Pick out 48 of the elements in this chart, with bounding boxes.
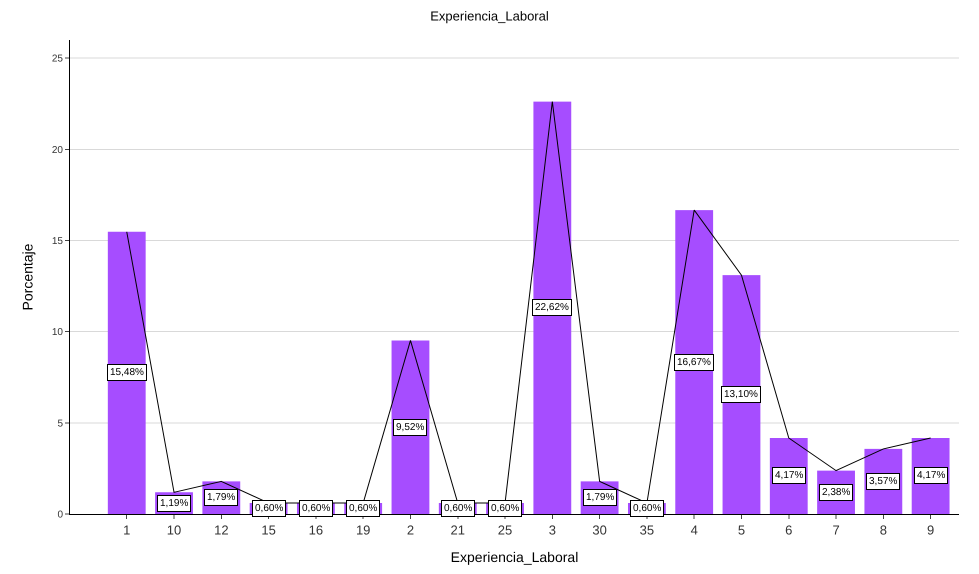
- bar: [533, 102, 572, 514]
- x-tick-label: 6: [785, 522, 792, 538]
- y-axis-title: Porcentaje: [19, 243, 36, 310]
- x-axis-title: Experiencia_Laboral: [450, 548, 578, 565]
- x-tick-label: 2: [406, 522, 414, 538]
- bar: [722, 275, 760, 514]
- x-tick-label: 9: [927, 522, 934, 538]
- x-tick-label: 35: [640, 522, 654, 538]
- data-label: 2,38%: [822, 487, 850, 498]
- data-label: 1,79%: [207, 492, 236, 503]
- data-label: 3,57%: [869, 476, 898, 487]
- data-label: 1,19%: [160, 498, 188, 509]
- data-label: 0,60%: [255, 503, 284, 514]
- x-tick-label: 8: [880, 522, 887, 538]
- chart-title: Experiencia_Laboral: [430, 8, 549, 24]
- x-tick-label: 30: [592, 522, 607, 538]
- x-tick-label: 25: [498, 522, 512, 538]
- data-label: 15,48%: [110, 367, 144, 378]
- x-tick-label: 7: [832, 522, 840, 538]
- x-tick-label: 16: [308, 522, 324, 538]
- bar: [108, 232, 146, 514]
- data-label: 1,79%: [586, 492, 614, 503]
- y-tick-label: 25: [52, 54, 64, 65]
- x-tick-label: 10: [166, 522, 182, 538]
- bar: [392, 340, 430, 514]
- data-label: 22,62%: [535, 302, 570, 313]
- data-label: 9,52%: [396, 422, 424, 433]
- data-label: 0,60%: [633, 503, 662, 514]
- x-tick-label: 3: [548, 522, 556, 538]
- x-tick-label: 21: [450, 522, 465, 538]
- x-tick-label: 4: [690, 522, 698, 538]
- data-label: 4,17%: [917, 470, 946, 481]
- bar: [675, 210, 714, 514]
- data-label: 0,60%: [491, 503, 520, 514]
- data-label: 13,10%: [724, 389, 758, 400]
- y-tick-label: 10: [52, 327, 64, 338]
- x-tick-label: 15: [261, 522, 276, 538]
- data-label: 16,67%: [677, 357, 712, 368]
- data-label: 0,60%: [302, 503, 330, 514]
- x-tick-label: 19: [356, 522, 370, 538]
- y-tick-label: 5: [57, 418, 64, 430]
- x-tick-label: 12: [214, 522, 229, 538]
- y-tick-label: 15: [52, 236, 64, 248]
- x-tick-label: 1: [123, 522, 130, 538]
- y-tick-label: 20: [52, 144, 64, 156]
- x-tick-label: 5: [738, 522, 746, 538]
- y-tick-label: 0: [57, 510, 64, 520]
- data-label: 4,17%: [775, 470, 804, 481]
